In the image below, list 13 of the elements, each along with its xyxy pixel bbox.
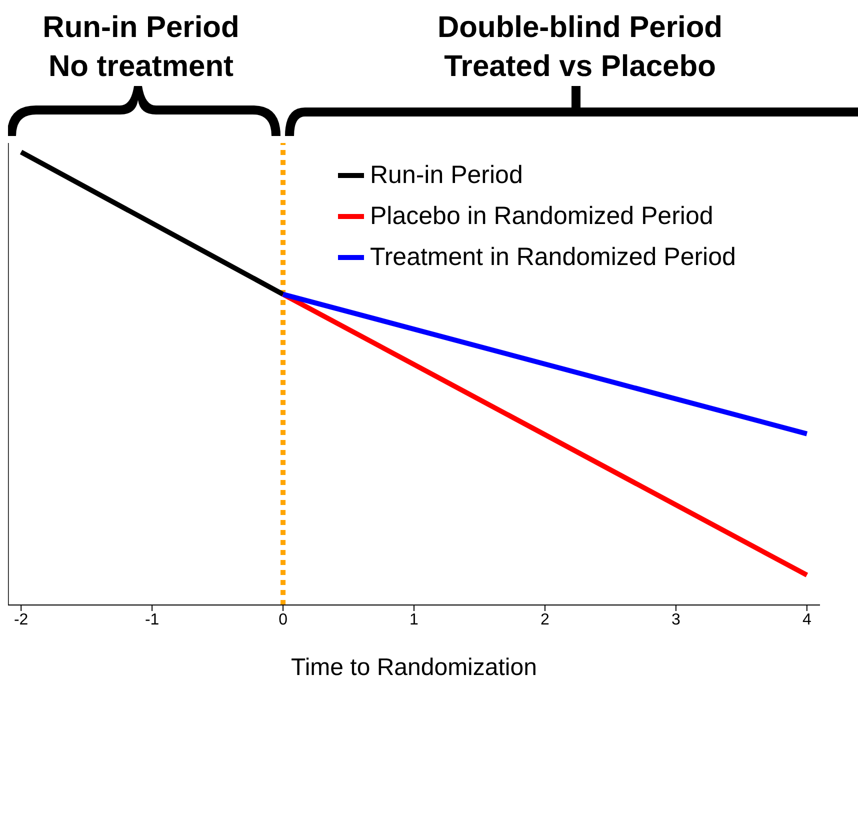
x-tick-label: 2 (540, 611, 550, 628)
x-tick-label: 3 (671, 611, 680, 628)
text: Double-blind Period Treated vs Placebo (436, 10, 724, 85)
legend-label: Placebo in Randomized Period (370, 202, 714, 231)
x-tick-label: -1 (144, 611, 160, 628)
x-axis-title: Time to Randomization (291, 654, 537, 681)
legend-label: Treatment in Randomized Period (370, 243, 736, 272)
x-tick-label: 4 (802, 611, 812, 628)
text: Run-in Period No treatment (42, 10, 240, 85)
x-tick-label: 1 (410, 611, 419, 628)
legend-label: Run-in Period (370, 161, 523, 190)
x-tick-label: -2 (14, 611, 28, 628)
x-tick-label: 0 (278, 611, 288, 628)
